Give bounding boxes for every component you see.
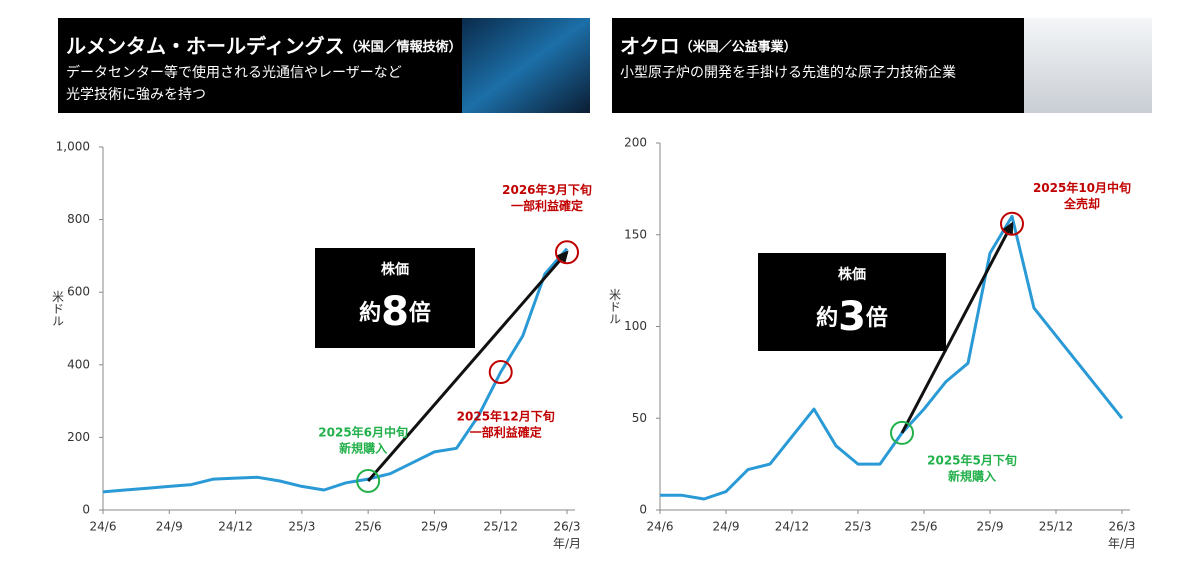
y-axis-label: 米ドル [608, 288, 622, 324]
subtitle: 小型原子炉の開発を手掛ける先進的な原子力技術企業 [620, 64, 956, 81]
x-tick-label: 25/9 [421, 520, 448, 534]
x-tick-label: 24/9 [713, 520, 740, 534]
y-tick-label: 100 [624, 319, 647, 333]
x-tick-label: 24/12 [775, 520, 810, 534]
annotation-label: 2025年6月中旬 [318, 424, 408, 439]
y-tick-label: 200 [624, 136, 647, 150]
header-title: ルメンタム・ホールディングス（米国／情報技術） [66, 34, 462, 58]
y-tick-label: 200 [67, 430, 90, 444]
x-tick-label: 24/12 [218, 520, 253, 534]
y-tick-label: 150 [624, 227, 647, 241]
y-tick-label: 1,000 [56, 140, 90, 154]
subtitle: 光学技術に強みを持つ [66, 87, 206, 103]
callout-label: 株価 [381, 261, 409, 278]
callout-number: 3 [838, 294, 866, 340]
annotation-circle [488, 360, 513, 385]
callout-value: 約3倍 [816, 294, 888, 340]
annotation-circle [356, 468, 381, 493]
annotation-circle [1000, 211, 1024, 236]
callout-suffix: 倍 [866, 305, 888, 331]
y-tick-label: 50 [632, 411, 647, 425]
callout-label: 株価 [838, 266, 866, 283]
y-tick-label: 0 [82, 503, 90, 517]
annotation-label: 2025年5月下旬 [927, 452, 1017, 467]
annotation-label: 新規購入 [948, 468, 996, 483]
y-tick-label: 0 [639, 503, 647, 517]
arrow [367, 250, 569, 482]
callout-box [758, 253, 946, 351]
callout-value: 約8倍 [359, 289, 431, 335]
x-tick-label: 24/6 [647, 520, 674, 534]
x-tick-label: 26/3 [1109, 520, 1136, 534]
annotation-circle [890, 420, 914, 445]
callout-box [315, 248, 475, 348]
title: ルメンタム・ホールディングス [66, 34, 345, 58]
annotation-label: 新規購入 [339, 440, 387, 455]
title-note: （米国／情報技術） [345, 39, 462, 55]
x-tick-label: 25/3 [288, 520, 315, 534]
x-tick-label: 25/9 [977, 520, 1004, 534]
annotation-label: 2026年3月下旬 [502, 182, 592, 197]
price-line [102, 247, 569, 494]
header-image [462, 18, 590, 113]
y-tick-label: 400 [67, 357, 90, 371]
header-title: オクロ（米国／公益事業） [620, 34, 797, 58]
title-note: （米国／公益事業） [680, 39, 797, 55]
arrow [900, 221, 1014, 434]
callout-prefix: 約 [816, 305, 838, 331]
y-tick-label: 600 [67, 285, 90, 299]
price-line [660, 214, 1124, 501]
annotation-label: 一部利益確定 [470, 425, 542, 440]
annotation-label: 2025年10月中旬 [1033, 180, 1131, 195]
annotation-label: 2025年12月下旬 [457, 409, 555, 424]
x-tick-label: 25/6 [911, 520, 938, 534]
x-tick-label: 26/3 [554, 520, 581, 534]
x-axis-label: 年/月 [1108, 537, 1136, 551]
x-tick-label: 25/12 [483, 520, 518, 534]
x-tick-label: 24/9 [156, 520, 183, 534]
subtitle: データセンター等で使用される光通信やレーザーなど [66, 64, 402, 81]
annotation-label: 一部利益確定 [511, 198, 583, 213]
x-tick-label: 25/12 [1039, 520, 1074, 534]
callout-suffix: 倍 [409, 300, 431, 326]
title: オクロ [620, 34, 680, 58]
y-axis-label: 米ドル [51, 290, 65, 326]
header-image [1024, 18, 1152, 113]
callout-number: 8 [381, 289, 409, 335]
annotation-circle [555, 240, 579, 265]
x-axis-label: 年/月 [553, 537, 581, 551]
callout-prefix: 約 [359, 300, 381, 326]
y-tick-label: 800 [67, 212, 90, 226]
x-tick-label: 25/3 [845, 520, 872, 534]
x-tick-label: 25/6 [355, 520, 382, 534]
x-tick-label: 24/6 [90, 520, 117, 534]
annotation-label: 全売却 [1063, 196, 1100, 211]
